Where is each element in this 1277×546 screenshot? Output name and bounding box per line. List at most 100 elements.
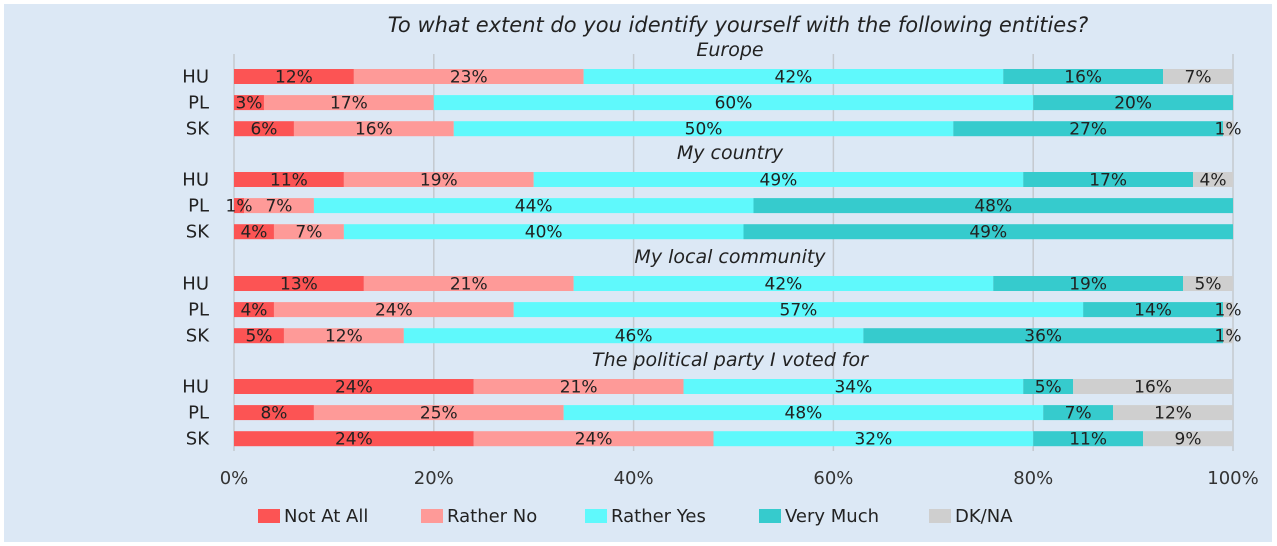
bar-segment: [1003, 69, 1164, 84]
bar-segment: [234, 224, 274, 240]
bar-segment: [1023, 379, 1074, 394]
data-label: 12%: [275, 68, 313, 88]
data-label: 19%: [1069, 275, 1107, 295]
legend-label: Not At All: [284, 506, 368, 527]
bar-segment: [1183, 276, 1233, 291]
bar-segment: [563, 405, 1044, 421]
data-label: 6%: [250, 120, 277, 140]
data-label: 7%: [1065, 404, 1092, 424]
data-label: 5%: [1035, 378, 1062, 398]
bar-segment: [1033, 431, 1144, 447]
bar-segment: [1043, 405, 1114, 421]
bar-segment: [583, 69, 1004, 84]
data-label: 34%: [834, 378, 872, 398]
bar-segment: [1143, 431, 1233, 447]
bar-segment: [313, 198, 754, 214]
data-label: 44%: [515, 197, 553, 217]
category-label: HU: [182, 67, 209, 88]
data-label: 32%: [854, 430, 892, 450]
x-tick-label: 100%: [1207, 468, 1258, 489]
data-label: 21%: [560, 378, 598, 398]
bar-segment: [273, 224, 344, 240]
bar-segment: [234, 95, 264, 111]
bar-segment: [343, 224, 744, 240]
data-label: 4%: [240, 301, 267, 321]
bar-segment: [1113, 405, 1233, 421]
data-label: 3%: [235, 94, 262, 114]
bar-segment: [1223, 121, 1233, 137]
data-label: 57%: [780, 301, 818, 321]
category-label: SK: [186, 119, 210, 140]
legend-label: Rather Yes: [611, 506, 706, 527]
data-label: 49%: [760, 171, 798, 191]
data-label: 49%: [969, 223, 1007, 243]
data-label: 13%: [280, 275, 318, 295]
category-label: PL: [188, 93, 209, 114]
legend-swatch: [759, 509, 781, 523]
data-label: 20%: [1114, 94, 1152, 114]
bar-segment: [343, 172, 534, 187]
data-label: 40%: [525, 223, 563, 243]
x-tick-label: 0%: [220, 468, 249, 489]
group-title: My local community: [634, 246, 826, 268]
data-label: 14%: [1134, 301, 1172, 321]
bar-segment: [353, 69, 584, 84]
bar-segment: [234, 431, 474, 447]
bar-segment: [1073, 379, 1233, 394]
bar-segment: [1023, 172, 1194, 187]
data-label: 48%: [785, 404, 823, 424]
data-label: 46%: [615, 327, 653, 347]
bar-segment: [234, 172, 344, 187]
bar-segment: [234, 276, 364, 291]
bar-segment: [273, 302, 514, 318]
bar-segment: [1193, 172, 1233, 187]
bar-segment: [753, 198, 1233, 214]
x-tick-label: 20%: [414, 468, 454, 489]
data-label: 16%: [355, 120, 393, 140]
bar-segment: [1083, 302, 1224, 318]
bar-segment: [993, 276, 1184, 291]
category-label: HU: [182, 170, 209, 191]
bar-segment: [1163, 69, 1233, 84]
legend-swatch: [421, 509, 443, 523]
bar-segment: [283, 328, 404, 344]
category-label: HU: [182, 377, 209, 398]
data-label: 16%: [1064, 68, 1102, 88]
data-label: 17%: [1089, 171, 1127, 191]
data-label: 50%: [685, 120, 723, 140]
data-label: 11%: [270, 171, 308, 191]
bar-segment: [453, 121, 954, 137]
group-title: My country: [677, 142, 784, 164]
data-label: 5%: [245, 327, 272, 347]
data-label: 42%: [765, 275, 803, 295]
data-label: 27%: [1069, 120, 1107, 140]
data-label: 42%: [775, 68, 813, 88]
bar-segment: [1223, 302, 1233, 318]
bar-segment: [313, 405, 564, 421]
data-label: 23%: [450, 68, 488, 88]
data-label: 1%: [1215, 120, 1242, 140]
bar-segment: [473, 379, 684, 394]
bar-segment: [713, 431, 1034, 447]
data-label: 25%: [420, 404, 458, 424]
bar-segment: [234, 69, 354, 84]
data-label: 48%: [974, 197, 1012, 217]
data-label: 24%: [335, 430, 373, 450]
data-label: 7%: [265, 197, 292, 217]
chart-title: To what extent do you identify yourself …: [388, 13, 1089, 37]
bar-segment: [234, 405, 314, 421]
legend-swatch: [929, 509, 951, 523]
data-label: 24%: [375, 301, 413, 321]
data-label: 11%: [1069, 430, 1107, 450]
x-tick-label: 60%: [813, 468, 853, 489]
data-label: 7%: [295, 223, 322, 243]
legend-label: DK/NA: [955, 506, 1013, 527]
data-label: 17%: [330, 94, 368, 114]
data-label: 19%: [420, 171, 458, 191]
bar-segment: [533, 172, 1024, 187]
bar-segment: [243, 198, 314, 214]
x-tick-label: 40%: [614, 468, 654, 489]
group-title: Europe: [696, 39, 763, 61]
data-label: 12%: [1154, 404, 1192, 424]
legend-swatch: [258, 509, 280, 523]
